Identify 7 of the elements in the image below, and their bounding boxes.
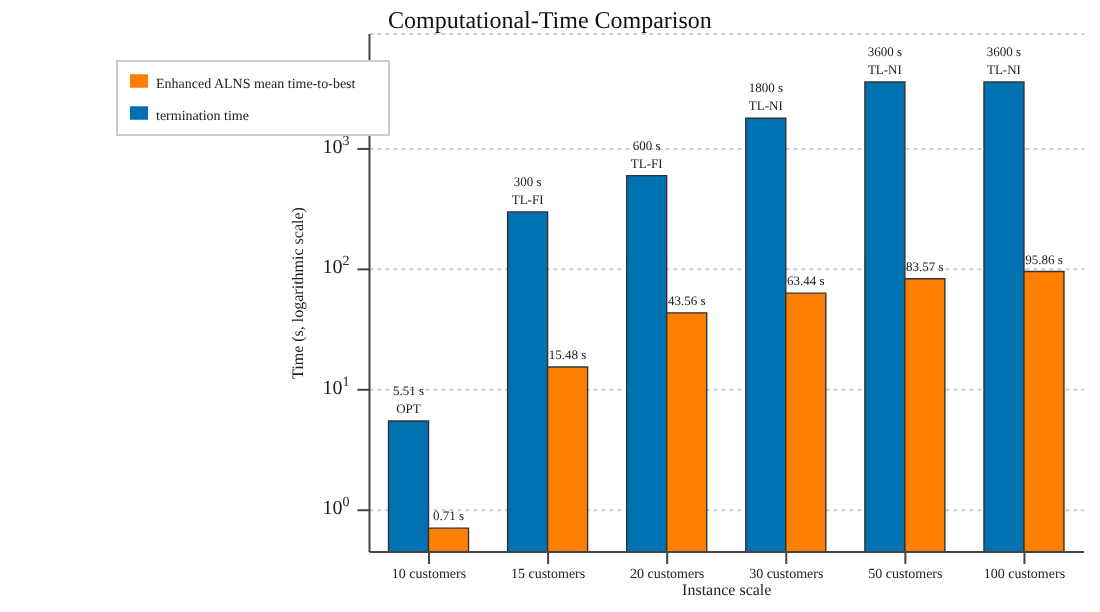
y-tick-label: 10$^{2}$ [322,252,351,280]
y-tick-label: 10$^{3}$ [322,132,351,160]
y-tick-label: 10$^{1}$ [322,373,351,401]
y-axis-title: Time (s, logarithmic scale) [289,206,308,379]
y-tick-label: 10$^{0}$ [322,493,351,521]
x-axis-title: Instance scale [682,581,773,600]
chart-title: Computational-Time Comparison [386,6,714,36]
